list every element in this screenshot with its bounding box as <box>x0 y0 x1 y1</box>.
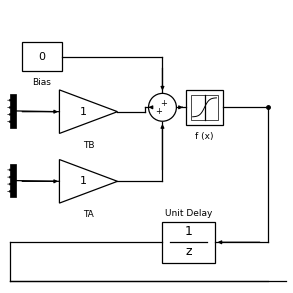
Text: z: z <box>185 245 192 258</box>
Bar <box>10 94 16 128</box>
Text: TA: TA <box>83 210 94 219</box>
Text: 0: 0 <box>38 52 45 62</box>
Text: TB: TB <box>83 141 94 150</box>
Text: Bias: Bias <box>33 78 52 87</box>
Bar <box>162 222 215 263</box>
Bar <box>191 95 218 120</box>
Polygon shape <box>59 90 117 133</box>
Text: f (x): f (x) <box>195 132 214 141</box>
Circle shape <box>149 93 176 121</box>
Polygon shape <box>59 160 117 203</box>
Text: 1: 1 <box>185 225 193 238</box>
Text: +: + <box>155 107 162 116</box>
Bar <box>10 164 16 197</box>
Text: 1: 1 <box>80 107 87 117</box>
Bar <box>186 90 223 125</box>
Bar <box>22 42 62 71</box>
Text: 1: 1 <box>80 176 87 186</box>
Text: Unit Delay: Unit Delay <box>165 209 212 218</box>
Text: +: + <box>161 99 167 108</box>
